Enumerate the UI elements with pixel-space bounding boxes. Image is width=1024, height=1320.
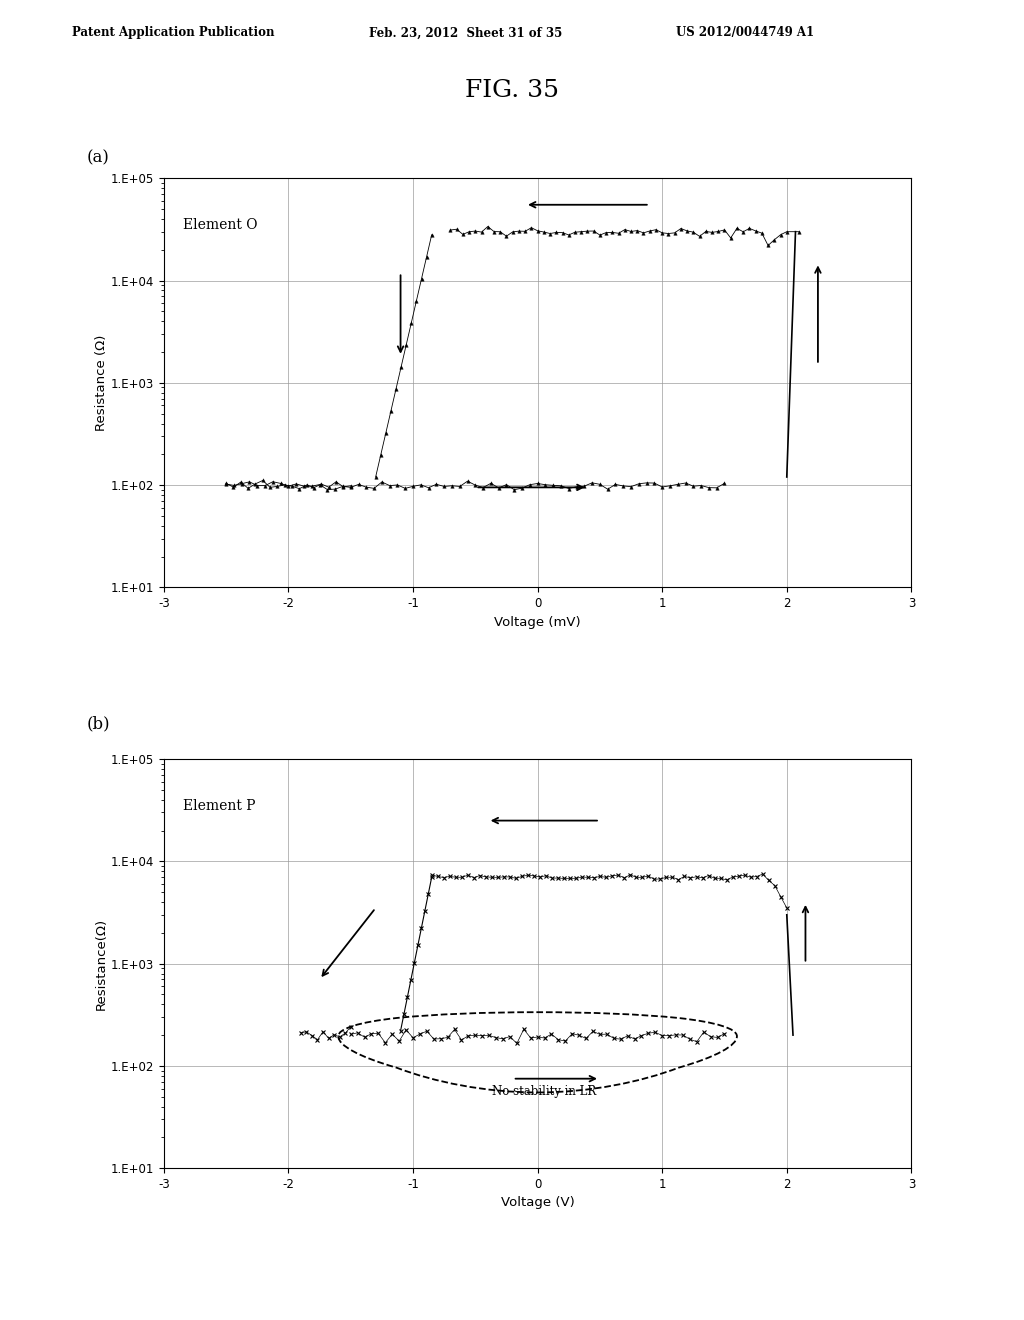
Text: Feb. 23, 2012  Sheet 31 of 35: Feb. 23, 2012 Sheet 31 of 35 [369, 26, 562, 40]
X-axis label: Voltage (V): Voltage (V) [501, 1196, 574, 1209]
Text: (a): (a) [87, 149, 110, 166]
Text: FIG. 35: FIG. 35 [465, 79, 559, 102]
Y-axis label: Resistance(Ω): Resistance(Ω) [95, 917, 108, 1010]
Text: No stability in LR: No stability in LR [492, 1085, 596, 1098]
Text: Patent Application Publication: Patent Application Publication [72, 26, 274, 40]
Text: Element P: Element P [182, 799, 255, 813]
Text: (b): (b) [87, 715, 111, 733]
Y-axis label: Resistance (Ω): Resistance (Ω) [95, 334, 108, 432]
Text: US 2012/0044749 A1: US 2012/0044749 A1 [676, 26, 814, 40]
Text: Element O: Element O [182, 218, 257, 232]
X-axis label: Voltage (mV): Voltage (mV) [495, 615, 581, 628]
